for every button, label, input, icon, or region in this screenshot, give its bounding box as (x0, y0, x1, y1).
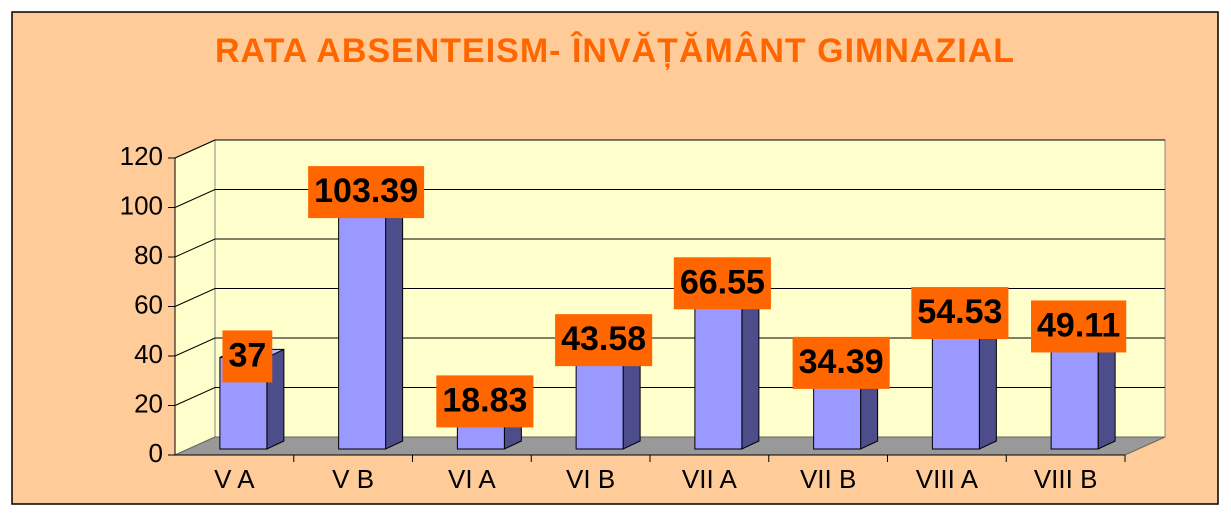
x-tick-label: VII B (800, 464, 856, 494)
x-tick-label: VII A (682, 464, 738, 494)
value-label-box (1031, 300, 1127, 353)
y-tick-label: 60 (134, 289, 163, 319)
x-tick-label: V A (214, 464, 255, 494)
x-tick-label: VI A (448, 464, 496, 494)
y-tick-label: 120 (120, 141, 163, 171)
value-label: 43.58 (561, 320, 646, 358)
bar (338, 184, 404, 450)
value-label-box (555, 314, 653, 367)
bar-side (385, 184, 404, 450)
grid-line (174, 238, 1165, 258)
floor (174, 436, 1166, 456)
y-tick-label: 0 (149, 438, 163, 468)
value-label-box (222, 330, 273, 383)
value-label-box (436, 375, 534, 428)
grid-line (174, 139, 1165, 159)
y-tick-label: 100 (120, 190, 163, 220)
value-label: 49.11 (1037, 306, 1120, 344)
value-label-box (911, 287, 1009, 340)
bar-front (694, 283, 743, 450)
value-label: 66.55 (680, 263, 765, 301)
grid-line (174, 288, 1165, 307)
value-label: 34.39 (799, 343, 884, 381)
chart-title: RATA ABSENTEISM- ÎNVĂȚĂMÂNT GIMNAZIAL (214, 32, 1016, 70)
y-tick-label: 80 (134, 240, 163, 270)
x-tick-label: V B (332, 464, 374, 494)
bar-front (338, 192, 387, 450)
value-label: 37 (228, 336, 266, 374)
value-label: 54.53 (917, 293, 1002, 331)
value-label-box (673, 257, 771, 310)
value-label: 103.39 (314, 172, 418, 210)
value-label-box (308, 166, 425, 219)
x-tick-label: VIII B (1034, 464, 1098, 494)
x-tick-label: VIII A (916, 464, 979, 494)
grid-line (174, 189, 1165, 208)
y-tick-label: 40 (134, 339, 163, 369)
value-label-box (792, 336, 890, 389)
x-tick-label: VI B (566, 464, 615, 494)
value-label: 18.83 (442, 381, 527, 419)
y-tick-label: 20 (134, 388, 163, 418)
